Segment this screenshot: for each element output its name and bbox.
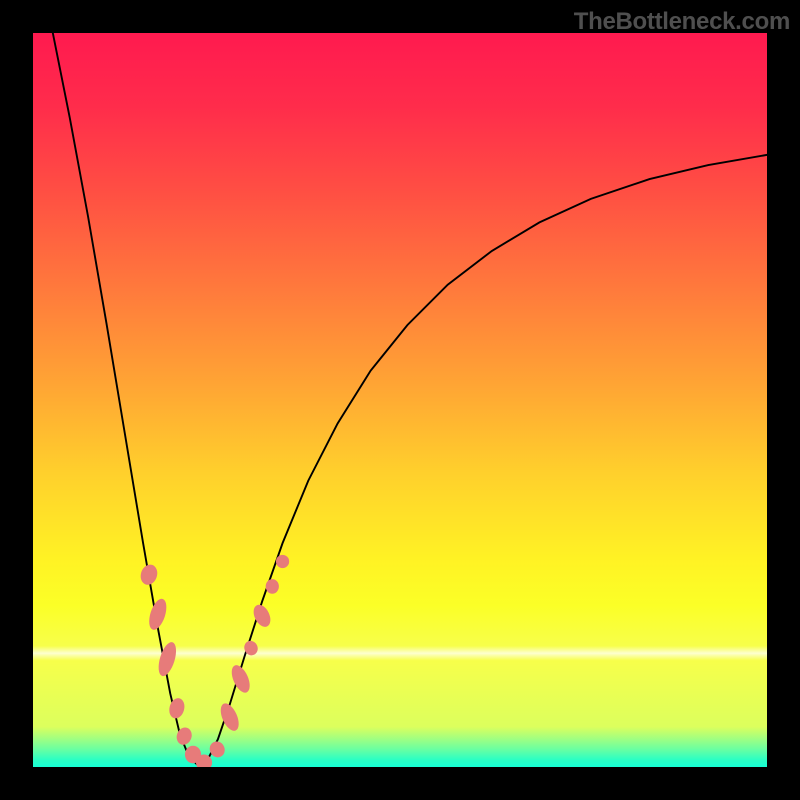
- curve-marker: [138, 562, 160, 587]
- watermark-text: TheBottleneck.com: [574, 8, 790, 36]
- curve-marker: [276, 555, 289, 568]
- bottleneck-curve: [51, 33, 767, 766]
- chart-overlay: [33, 33, 767, 767]
- curve-markers: [138, 555, 289, 767]
- curve-marker: [266, 579, 279, 594]
- curve-marker: [146, 597, 170, 632]
- curve-marker: [228, 663, 253, 696]
- curve-marker: [155, 640, 179, 678]
- curve-marker: [174, 725, 194, 747]
- chart-plot-area: [33, 33, 767, 767]
- curve-marker: [167, 696, 186, 720]
